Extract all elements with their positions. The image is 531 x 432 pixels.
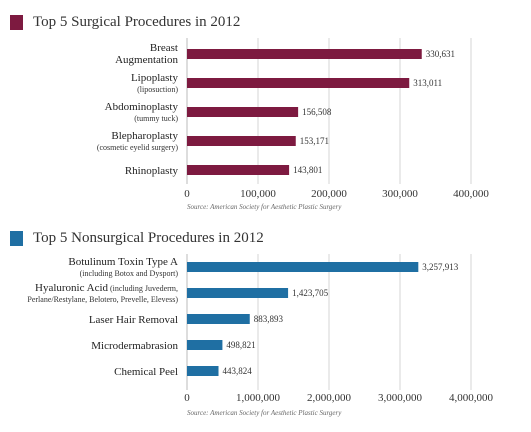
nonsurgical-value-label: 883,893: [254, 314, 284, 324]
nonsurgical-category-label: Botulinum Toxin Type A: [68, 256, 178, 268]
surgical-tick-label: 200,000: [311, 188, 347, 200]
surgical-category-label: Lipoplasty: [131, 72, 179, 84]
nonsurgical-title-swatch: [10, 230, 23, 246]
nonsurgical-tick-label: 1,000,000: [236, 392, 281, 404]
surgical-chart-title: Top 5 Surgical Procedures in 2012: [33, 13, 241, 30]
surgical-value-label: 313,011: [413, 78, 442, 88]
surgical-source-note: Source: American Society for Aesthetic P…: [187, 203, 342, 211]
nonsurgical-tick-label: 3,000,000: [378, 392, 423, 404]
nonsurgical-tick-label: 2,000,000: [307, 392, 352, 404]
nonsurgical-tick-label: 0: [184, 392, 190, 404]
nonsurgical-bar-chart: 0 1,000,000 2,000,000 3,000,000 4,000,000 3,2…: [27, 254, 494, 404]
nonsurgical-category-sublabel: (including Juvederm,: [108, 284, 178, 293]
surgical-bar-chart: 0 100,000 200,000 300,000 400,000 330,631 Brea…: [97, 38, 489, 200]
surgical-title-row: Top 5 Surgical Procedures in 2012: [10, 14, 240, 30]
nonsurgical-bar: [187, 340, 223, 350]
surgical-bar: [187, 49, 422, 59]
nonsurgical-source-note: Source: American Society for Aesthetic P…: [187, 409, 342, 417]
surgical-bar: [187, 165, 290, 175]
nonsurgical-chart-title: Top 5 Nonsurgical Procedures in 2012: [33, 229, 264, 246]
surgical-value-label: 156,508: [302, 107, 332, 117]
nonsurgical-value-label: 3,257,913: [422, 262, 459, 272]
surgical-category-label: Abdominoplasty: [105, 101, 179, 113]
surgical-bar: [187, 136, 296, 146]
nonsurgical-bar: [187, 288, 289, 298]
surgical-tick-label: 300,000: [382, 188, 418, 200]
nonsurgical-bar: [187, 366, 219, 376]
nonsurgical-chart-panel: Top 5 Nonsurgical Procedures in 2012 0 1,…: [0, 216, 531, 432]
nonsurgical-bar: [187, 262, 419, 272]
nonsurgical-title-row: Top 5 Nonsurgical Procedures in 2012: [10, 230, 264, 246]
nonsurgical-value-label: 1,423,705: [292, 288, 329, 298]
surgical-bar: [187, 107, 299, 117]
surgical-category-sublabel: (cosmetic eyelid surgery): [97, 143, 178, 152]
surgical-tick-label: 0: [184, 188, 190, 200]
nonsurgical-category-label: Hyaluronic Acid (including Juvederm,: [35, 282, 178, 294]
nonsurgical-category-label: Laser Hair Removal: [89, 314, 178, 326]
surgical-bar: [187, 78, 410, 88]
surgical-value-label: 153,171: [300, 136, 329, 146]
surgical-category-label: Rhinoplasty: [125, 165, 179, 177]
nonsurgical-category-label: Chemical Peel: [114, 366, 178, 378]
surgical-category-label: Augmentation: [115, 54, 178, 66]
surgical-category-sublabel: (tummy tuck): [134, 114, 178, 123]
surgical-value-label: 330,631: [426, 49, 455, 59]
surgical-title-swatch: [10, 14, 23, 30]
nonsurgical-value-label: 498,821: [226, 340, 255, 350]
nonsurgical-tick-label: 4,000,000: [449, 392, 494, 404]
surgical-category-label: Breast: [150, 42, 178, 54]
surgical-category-sublabel: (liposuction): [137, 85, 178, 94]
nonsurgical-value-label: 443,824: [223, 366, 253, 376]
surgical-value-label: 143,801: [293, 165, 322, 175]
nonsurgical-category-sublabel: Perlane/Restylane, Belotero, Prevelle, E…: [27, 295, 178, 304]
surgical-chart-panel: Top 5 Surgical Procedures in 2012 0 100,0…: [10, 14, 489, 211]
surgical-tick-label: 100,000: [240, 188, 276, 200]
nonsurgical-category-sublabel: (including Botox and Dysport): [80, 269, 179, 278]
nonsurgical-category-label: Microdermabrasion: [91, 340, 178, 352]
surgical-category-label: Blepharoplasty: [111, 130, 178, 142]
surgical-tick-label: 400,000: [453, 188, 489, 200]
nonsurgical-bar: [187, 314, 250, 324]
